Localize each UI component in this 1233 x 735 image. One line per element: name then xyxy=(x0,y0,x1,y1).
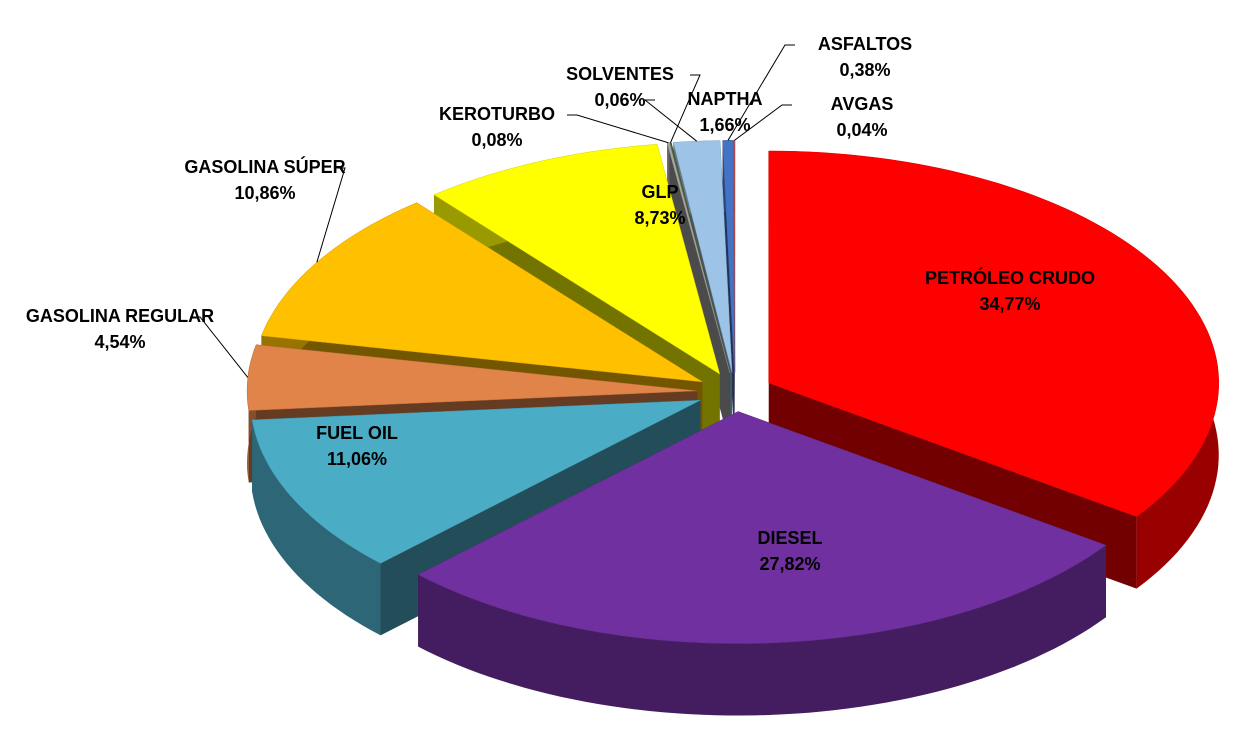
slice-label: GASOLINA REGULAR xyxy=(26,306,214,326)
slice-value-label: 34,77% xyxy=(979,294,1040,314)
leader-line xyxy=(734,104,792,141)
slice-top xyxy=(246,344,698,411)
slice-value-label: 0,08% xyxy=(471,130,522,150)
leader-line xyxy=(670,74,701,143)
leader-line xyxy=(643,99,698,142)
slice-top xyxy=(417,411,1107,644)
slice-value-label: 27,82% xyxy=(759,554,820,574)
slice-value-label: 4,54% xyxy=(94,332,145,352)
slice-value-label: 0,04% xyxy=(836,120,887,140)
slice-label: GASOLINA SÚPER xyxy=(184,156,345,177)
slice-label: DIESEL xyxy=(757,528,822,548)
slice-label: GLP xyxy=(641,182,678,202)
slice-wall xyxy=(252,419,381,636)
slice-value-label: 1,66% xyxy=(699,115,750,135)
slice-wall xyxy=(418,545,1106,716)
slice-top xyxy=(433,144,721,375)
slice-value-label: 0,38% xyxy=(839,60,890,80)
leader-line xyxy=(316,167,346,263)
slice-top xyxy=(666,142,731,373)
leader-line xyxy=(190,316,249,378)
slice-label: SOLVENTES xyxy=(566,64,674,84)
slice-value-label: 8,73% xyxy=(634,208,685,228)
leader-line xyxy=(727,44,795,141)
slice-top xyxy=(261,202,703,383)
slice-value-label: 11,06% xyxy=(327,449,387,469)
slice-label: ASFALTOS xyxy=(818,34,912,54)
slice-top xyxy=(673,140,733,373)
slice-label: PETRÓLEO CRUDO xyxy=(925,267,1095,288)
slice-top xyxy=(768,150,1219,517)
slice-label: NAPTHA xyxy=(688,89,763,109)
slice-label: AVGAS xyxy=(831,94,894,114)
slice-top xyxy=(251,399,701,564)
slice xyxy=(417,411,1107,716)
slice-value-label: 10,86% xyxy=(234,183,295,203)
slice-label: FUEL OIL xyxy=(316,423,398,443)
slice-label: KEROTURBO xyxy=(439,104,555,124)
slice-value-label: 0,06% xyxy=(594,90,645,110)
leader-line xyxy=(567,114,669,144)
